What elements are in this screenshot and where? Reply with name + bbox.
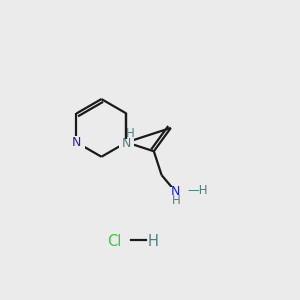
Bar <box>119 139 134 149</box>
Text: H: H <box>172 194 181 207</box>
Bar <box>68 136 85 148</box>
Text: —H: —H <box>187 184 208 197</box>
Text: H: H <box>148 234 158 249</box>
Text: Cl: Cl <box>107 234 122 249</box>
Bar <box>168 187 183 197</box>
Text: N: N <box>72 136 81 149</box>
Text: N: N <box>171 185 181 199</box>
Text: N: N <box>122 137 131 150</box>
Text: H: H <box>126 127 134 140</box>
